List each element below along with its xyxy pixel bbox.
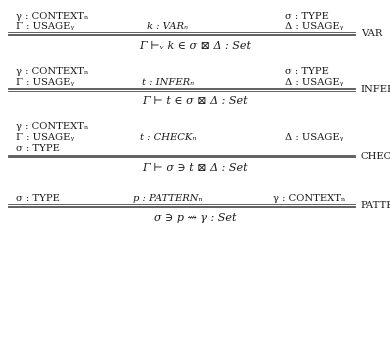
Text: CHECK: CHECK xyxy=(361,151,390,161)
Text: t : INFERₙ: t : INFERₙ xyxy=(142,77,194,87)
Text: PATTERN: PATTERN xyxy=(361,201,390,210)
Text: Δ : USAGEᵧ: Δ : USAGEᵧ xyxy=(285,77,343,87)
Text: σ : TYPE: σ : TYPE xyxy=(16,193,59,203)
Text: γ : CONTEXTₙ: γ : CONTEXTₙ xyxy=(16,122,88,131)
Text: γ : CONTEXTₙ: γ : CONTEXTₙ xyxy=(273,193,346,203)
Text: Δ : USAGEᵧ: Δ : USAGEᵧ xyxy=(285,133,343,142)
Text: Γ ⊢ᵥ k ∈ σ ⊠ Δ : Set: Γ ⊢ᵥ k ∈ σ ⊠ Δ : Set xyxy=(139,41,251,51)
Text: Γ : USAGEᵧ: Γ : USAGEᵧ xyxy=(16,133,74,142)
Text: Γ ⊢ t ∈ σ ⊠ Δ : Set: Γ ⊢ t ∈ σ ⊠ Δ : Set xyxy=(142,96,248,106)
Text: σ : TYPE: σ : TYPE xyxy=(285,67,328,76)
Text: Γ ⊢ σ ∋ t ⊠ Δ : Set: Γ ⊢ σ ∋ t ⊠ Δ : Set xyxy=(142,163,248,173)
Text: p : PATTERNₙ: p : PATTERNₙ xyxy=(133,193,202,203)
Text: INFER: INFER xyxy=(361,85,390,94)
Text: σ ∋ p ⇝ γ : Set: σ ∋ p ⇝ γ : Set xyxy=(154,213,236,223)
Text: Δ : USAGEᵧ: Δ : USAGEᵧ xyxy=(285,22,343,31)
Text: γ : CONTEXTₙ: γ : CONTEXTₙ xyxy=(16,11,88,21)
Text: σ : TYPE: σ : TYPE xyxy=(285,11,328,21)
Text: Γ : USAGEᵧ: Γ : USAGEᵧ xyxy=(16,77,74,87)
Text: VAR: VAR xyxy=(361,29,382,39)
Text: t : CHECKₙ: t : CHECKₙ xyxy=(140,133,196,142)
Text: k : VARₙ: k : VARₙ xyxy=(147,22,188,31)
Text: γ : CONTEXTₙ: γ : CONTEXTₙ xyxy=(16,67,88,76)
Text: σ : TYPE: σ : TYPE xyxy=(16,144,59,153)
Text: Γ : USAGEᵧ: Γ : USAGEᵧ xyxy=(16,22,74,31)
